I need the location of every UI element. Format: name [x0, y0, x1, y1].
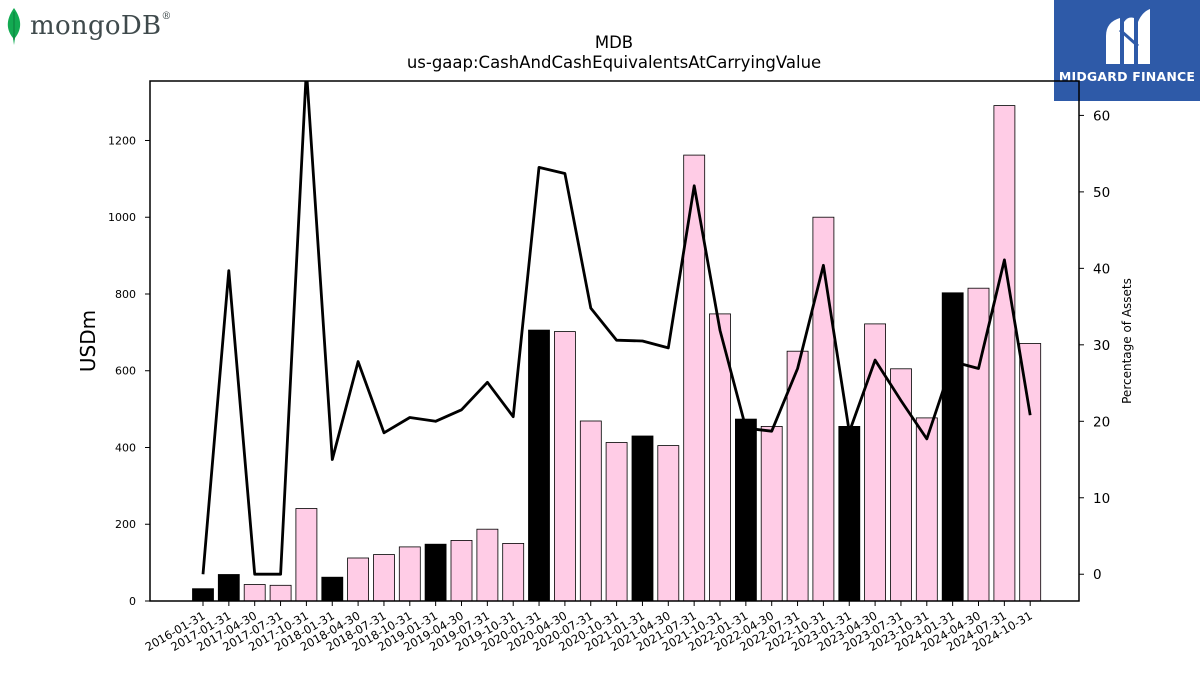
y-tick-label: 800	[115, 288, 136, 301]
percentage-line	[201, 81, 1032, 576]
left-axis: 0 200 400 600 800 1000 1200	[108, 134, 150, 608]
midgard-m-icon	[1106, 9, 1150, 64]
bar-2018-07-31	[373, 554, 395, 602]
bar-2019-07-31	[476, 528, 499, 602]
y2-tick-label: 20	[1093, 414, 1110, 430]
bar-2023-10-31	[915, 417, 938, 602]
mongodb-wordmark: mongoDB®	[30, 11, 172, 41]
bar-2020-04-30	[554, 331, 576, 602]
y2-tick-label: 10	[1093, 491, 1110, 507]
bar-2017-10-31	[295, 508, 318, 602]
bar-2022-01-31	[735, 418, 757, 602]
bar-series	[192, 105, 1042, 602]
y-tick-label: 0	[129, 595, 136, 608]
bar-2021-04-30	[657, 445, 680, 602]
bar-2019-01-31	[424, 543, 447, 602]
y-tick-label: 600	[115, 365, 136, 378]
bar-2018-10-31	[398, 546, 421, 602]
bar-2023-07-31	[890, 368, 912, 602]
right-axis: 0 10 20 30 40 50 60	[1079, 108, 1110, 583]
mongodb-logo: mongoDB®	[4, 4, 172, 48]
y-tick-label: 400	[115, 441, 136, 454]
bar-2024-07-31	[993, 105, 1016, 602]
y2-tick-label: 60	[1093, 108, 1110, 124]
y-tick-label: 1000	[108, 211, 136, 224]
y-tick-label: 200	[115, 518, 136, 531]
bar-2021-01-31	[631, 435, 654, 602]
bar-2019-04-30	[450, 540, 473, 602]
y2-axis-label: Percentage of Assets	[1120, 278, 1134, 404]
y2-tick-label: 30	[1093, 338, 1110, 354]
bar-2023-04-30	[864, 323, 886, 602]
bar-2019-10-31	[502, 543, 525, 602]
percentage-line-series	[201, 81, 1032, 576]
y2-tick-label: 40	[1093, 261, 1110, 277]
bar-2022-10-31	[812, 216, 835, 602]
y2-tick-label: 0	[1093, 567, 1102, 583]
bar-2023-01-31	[838, 425, 861, 602]
bar-2020-01-31	[528, 329, 550, 602]
chart-title: MDB	[595, 33, 633, 52]
bar-2016-01-31	[192, 588, 214, 602]
y2-tick-label: 50	[1093, 185, 1110, 201]
midgard-finance-label: MIDGARD FINANCE	[1058, 69, 1196, 84]
bar-2017-04-30	[243, 584, 266, 602]
mongodb-leaf-icon	[7, 8, 21, 45]
bar-2024-01-31	[941, 292, 964, 602]
x-axis: 2016-01-312017-01-312017-04-302017-07-31…	[143, 601, 1035, 654]
y-tick-label: 1200	[108, 134, 136, 147]
bar-2017-01-31	[217, 574, 240, 602]
bar-2018-01-31	[321, 576, 344, 602]
plot-frame	[149, 80, 1080, 602]
y-axis-label: USDm	[76, 310, 100, 372]
bar-2024-10-31	[1019, 343, 1042, 602]
bar-2017-07-31	[269, 584, 292, 602]
bar-2022-04-30	[760, 425, 783, 602]
chart-subtitle: us-gaap:CashAndCashEquivalentsAtCarrying…	[407, 53, 821, 72]
bar-2020-10-31	[605, 442, 628, 602]
bar-2018-04-30	[347, 557, 370, 602]
bar-2020-07-31	[579, 420, 602, 602]
